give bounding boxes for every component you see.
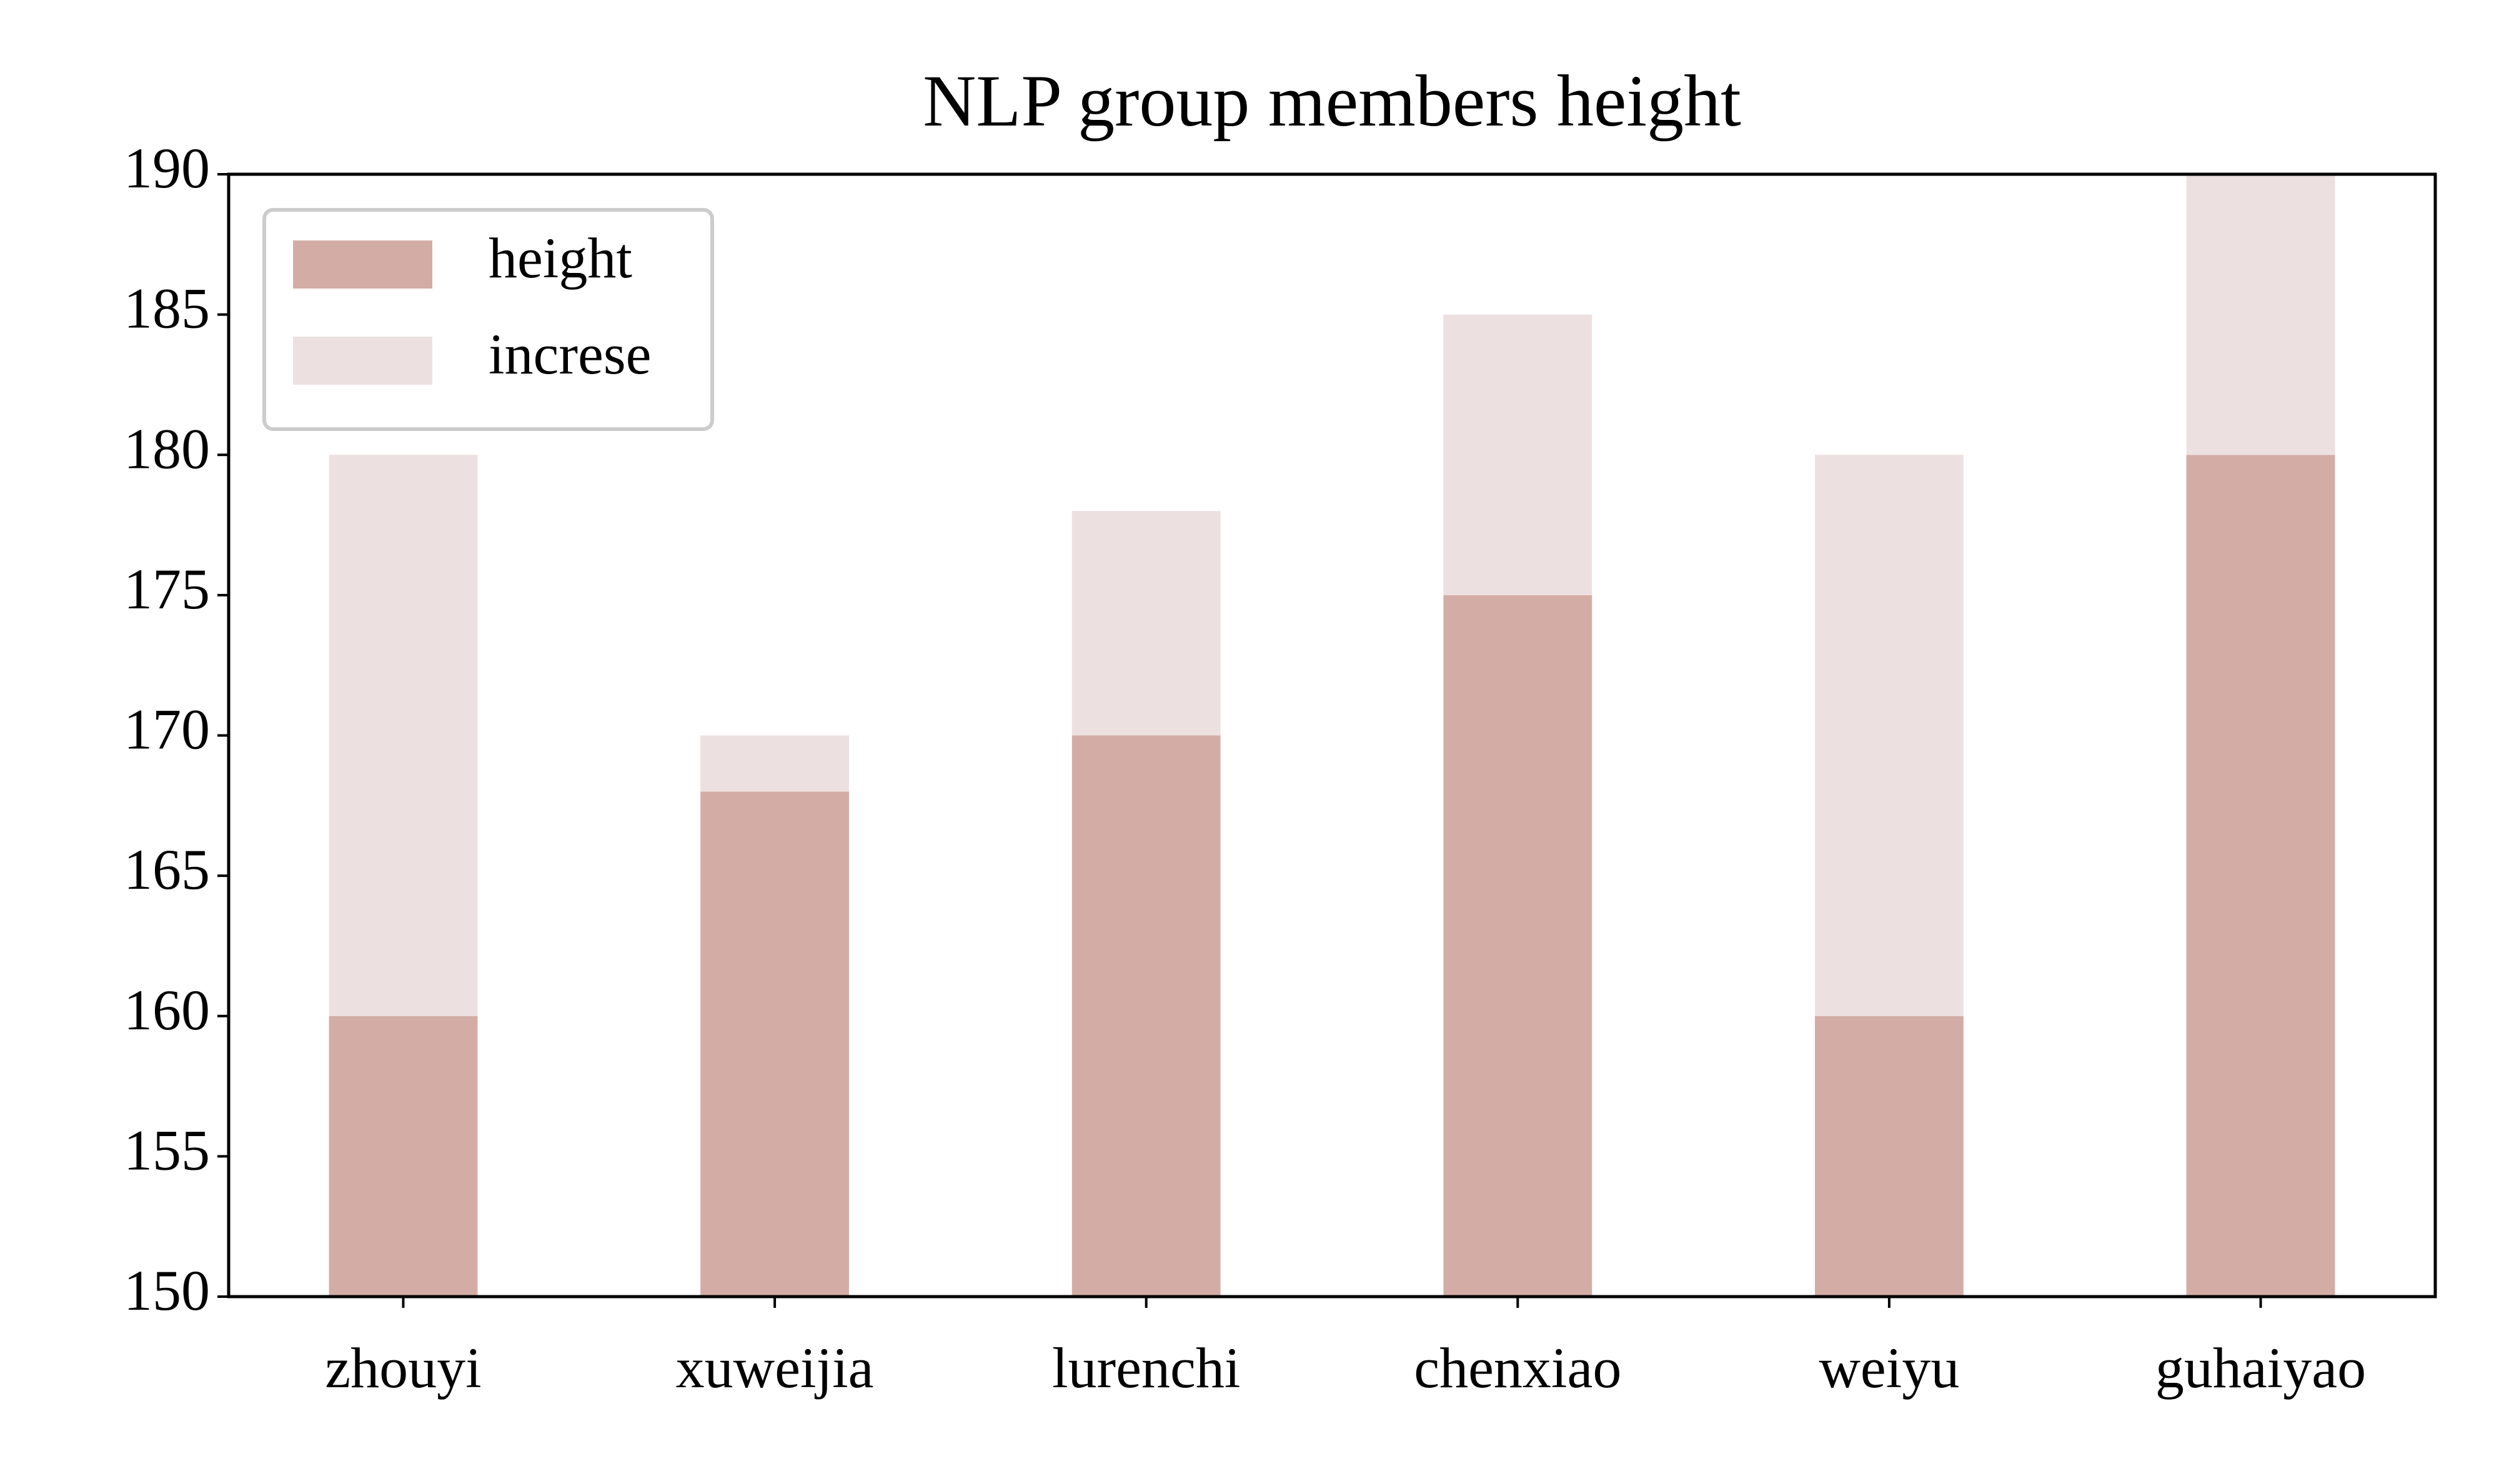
legend: height increse (262, 208, 714, 431)
x-tick-label: zhouyi (325, 1336, 481, 1400)
bar-segment (1814, 455, 1964, 1016)
bar-segment (2186, 455, 2335, 1297)
y-tick-label: 165 (124, 838, 210, 901)
y-tick-label: 150 (124, 1259, 210, 1322)
bar-segment (329, 1016, 478, 1297)
x-tick-label: weiyu (1819, 1336, 1959, 1400)
x-tick-label: chenxiao (1414, 1336, 1621, 1400)
y-tick-label: 155 (124, 1118, 210, 1182)
legend-swatch (293, 337, 432, 385)
x-tick-label: xuweijia (676, 1336, 874, 1400)
bar-segment (700, 735, 850, 792)
y-tick-label: 180 (124, 417, 210, 480)
legend-label: height (489, 226, 632, 290)
y-tick-label: 175 (124, 557, 210, 621)
bar-segment (1071, 511, 1221, 736)
y-tick-label: 160 (124, 978, 210, 1042)
y-tick-label: 170 (124, 698, 210, 761)
bar-segment (1443, 314, 1592, 595)
bar-segment (1443, 595, 1592, 1297)
legend-swatch (293, 240, 432, 289)
y-tick-label: 185 (124, 277, 210, 340)
chart-title: NLP group members height (923, 60, 1741, 142)
legend-label: increse (489, 322, 652, 386)
x-tick-label: lurenchi (1052, 1336, 1240, 1400)
x-tick-label: guhaiyao (2155, 1336, 2366, 1400)
bar-segment (1071, 735, 1221, 1297)
bar-segment (700, 791, 850, 1297)
y-tick-label: 190 (124, 136, 210, 200)
bars (329, 174, 2335, 1297)
bar-segment (2186, 174, 2335, 455)
bar-segment (1814, 1016, 1964, 1297)
bar-segment (329, 455, 478, 1016)
